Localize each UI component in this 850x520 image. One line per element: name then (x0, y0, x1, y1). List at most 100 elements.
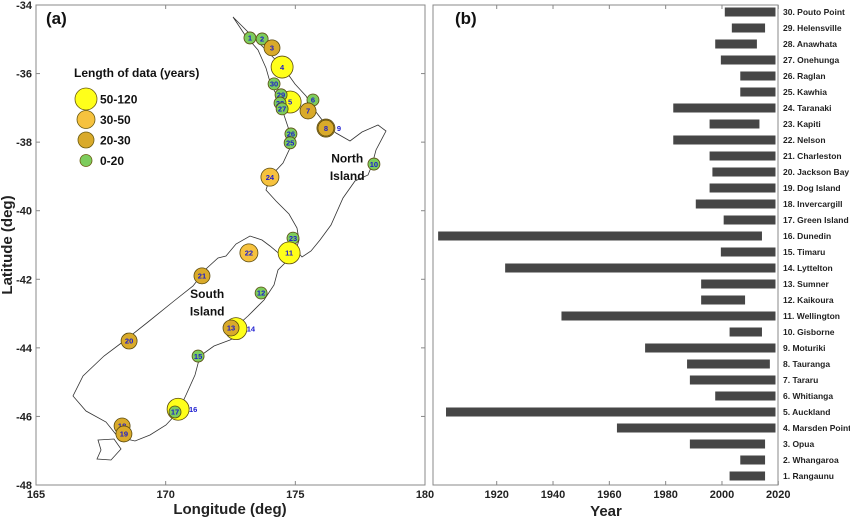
station-row: 10. Gisborne (729, 327, 835, 337)
record-bar (720, 247, 776, 257)
station-row: 26. Raglan (740, 71, 826, 81)
x-tick-label: 175 (286, 489, 304, 501)
record-bar (712, 167, 776, 177)
station-row: 19. Dog Island (709, 183, 841, 193)
year-tick-label: 1920 (484, 489, 508, 501)
station-label: 8. Tauranga (783, 359, 830, 369)
legend: Length of data (years) 50-120 30-50 20-30 0-… (74, 66, 199, 168)
station-circle (255, 32, 269, 46)
station-number: 26 (287, 130, 295, 139)
station-label: 11. Wellington (783, 311, 840, 321)
station-row: 27. Onehunga (720, 55, 839, 65)
record-bar (689, 375, 776, 385)
station-row: 16. Dunedin (438, 231, 831, 241)
record-bar (673, 103, 776, 113)
x-tick-label: 170 (156, 489, 174, 501)
station-row: 21. Charleston (709, 151, 842, 161)
record-bar (438, 231, 762, 241)
station-number: 2 (260, 35, 264, 44)
station-number: 21 (198, 272, 206, 281)
station-circle (168, 405, 182, 419)
station-marker-8: 8 (317, 119, 335, 137)
station-circle (222, 319, 240, 337)
y-tick-label: -42 (16, 274, 32, 286)
station-markers: 9812345302928276726251024232211211214132… (113, 31, 381, 443)
station-marker-17: 17 (168, 405, 182, 419)
station-number: 13 (227, 324, 235, 333)
legend-label: 30-50 (100, 113, 131, 127)
station-label: 4. Marsden Point (783, 423, 850, 433)
map-annotations: North Island South Island (190, 152, 365, 319)
station-row: 28. Anawhata (715, 39, 837, 49)
bar-axes: 1920 1940 1960 1980 2000 2020 (484, 5, 791, 501)
station-number: 23 (289, 234, 297, 243)
x-tick-label: 180 (416, 489, 434, 501)
station-number: 30 (270, 80, 278, 89)
station-number: 24 (266, 173, 275, 182)
station-label: 6. Whitianga (783, 391, 833, 401)
station-label: 27. Onehunga (783, 55, 839, 65)
map-axes: 165 170 175 180-34-36-38-40-42-44-46-48 (16, 0, 434, 501)
record-bar (740, 71, 776, 81)
station-row: 29. Helensville (731, 23, 842, 33)
station-number: 9 (337, 124, 341, 133)
station-number: 10 (370, 160, 378, 169)
record-bar (645, 343, 776, 353)
record-bar (715, 391, 776, 401)
station-marker-27: 27 (275, 102, 289, 116)
year-tick-label: 1980 (653, 489, 677, 501)
station-marker-3: 3 (263, 39, 281, 57)
island-label: Island (190, 304, 225, 318)
station-circle (283, 136, 297, 150)
station-row: 8. Tauranga (687, 359, 830, 369)
station-marker-15: 15 (191, 349, 205, 363)
station-row: 15. Timaru (720, 247, 825, 257)
station-row: 1. Rangaunu (729, 471, 834, 481)
station-marker-12: 12 (254, 286, 268, 300)
y-axis-title-latitude: Latitude (deg) (0, 195, 16, 294)
island-label: South (190, 287, 224, 301)
station-number: 20 (125, 337, 133, 346)
station-row: 24. Taranaki (673, 103, 832, 113)
station-row: 4. Marsden Point (616, 423, 850, 433)
station-number: 8 (324, 124, 328, 133)
bar-panel: 30. Pouto Point 29. Helensville 28. Anawha… (432, 4, 850, 520)
station-row: 25. Kawhia (740, 87, 827, 97)
record-bar (505, 263, 776, 273)
station-number: 4 (280, 63, 285, 72)
station-row: 17. Green Island (723, 215, 849, 225)
station-circle (299, 102, 317, 120)
legend-marker-30-50 (76, 110, 96, 129)
station-number: 17 (171, 408, 179, 417)
station-label: 17. Green Island (783, 215, 849, 225)
station-row: 3. Opua (689, 439, 814, 449)
station-row: 6. Whitianga (715, 391, 833, 401)
station-circle (260, 167, 280, 187)
year-tick-label: 1940 (541, 489, 565, 501)
record-bar (731, 23, 766, 33)
station-number: 16 (189, 405, 197, 414)
station-label: 5. Auckland (783, 407, 830, 417)
station-row: 14. Lyttelton (505, 263, 833, 273)
station-number: 27 (278, 105, 286, 114)
station-label: 13. Sumner (783, 279, 830, 289)
station-marker-19: 19 (115, 425, 133, 443)
record-bar (740, 87, 776, 97)
station-marker-1: 1 (243, 31, 257, 45)
station-marker-21: 21 (193, 267, 211, 285)
station-row: 7. Tararu (689, 375, 818, 385)
legend-marker-20-30 (77, 131, 95, 149)
stewart-island-outline (96, 438, 122, 461)
station-label: 2. Whangaroa (783, 455, 839, 465)
panel-label-a: (a) (46, 9, 67, 28)
station-label: 24. Taranaki (783, 103, 832, 113)
station-label: 14. Lyttelton (783, 263, 833, 273)
station-marker-13: 13 (222, 319, 240, 337)
record-bar (729, 327, 762, 337)
station-circle (367, 157, 381, 171)
year-tick-label: 1960 (597, 489, 621, 501)
station-row: 12. Kaikoura (701, 295, 834, 305)
station-label: 22. Nelson (783, 135, 826, 145)
station-marker-30: 30 (267, 77, 281, 91)
legend-marker-0-20 (79, 154, 93, 167)
